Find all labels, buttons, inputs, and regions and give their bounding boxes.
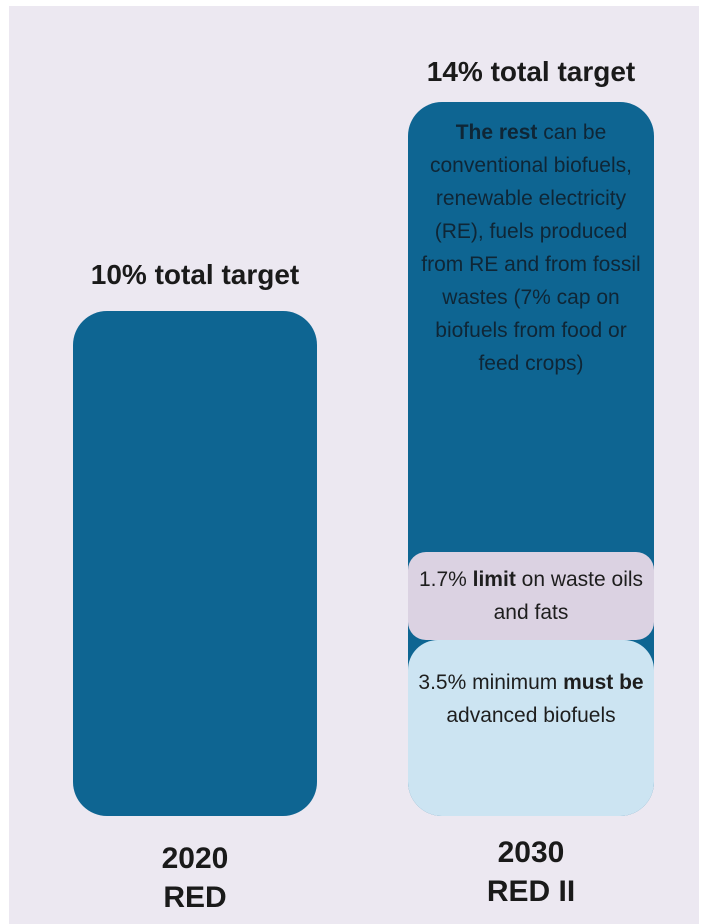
minimum-bold: must be — [563, 671, 644, 694]
minimum-segment-text: 3.5% minimum must be advanced biofuels — [414, 666, 648, 732]
rest-bold: The rest — [455, 121, 538, 144]
heading-2020-target: 10% total target — [90, 259, 300, 290]
name-red-ii: RED II — [486, 875, 576, 908]
limit-suffix: on waste oils and fats — [493, 568, 644, 624]
name-red: RED — [163, 881, 227, 914]
bar-2020-red — [73, 311, 317, 816]
minimum-suffix: advanced biofuels — [446, 704, 616, 727]
minimum-prefix: 3.5% minimum — [418, 671, 564, 694]
label-2020: 2020 RED — [40, 839, 350, 917]
bar-2030-red-ii: The rest can be conventional biofuels, r… — [408, 102, 654, 816]
year-2030: 2030 — [497, 836, 565, 869]
year-2020: 2020 — [161, 842, 229, 875]
limit-segment-text: 1.7% limit on waste oils and fats — [414, 563, 648, 629]
minimum-segment: 3.5% minimum must be advanced biofuels — [408, 640, 654, 816]
limit-bold: limit — [472, 568, 516, 591]
label-2030: 2030 RED II — [376, 833, 686, 911]
limit-segment: 1.7% limit on waste oils and fats — [408, 552, 654, 640]
heading-2030-target: 14% total target — [426, 56, 636, 87]
rest-segment-text: The rest can be conventional biofuels, r… — [420, 116, 642, 380]
rest-description: can be conventional biofuels, renewable … — [421, 121, 641, 375]
limit-prefix: 1.7% — [418, 568, 473, 591]
